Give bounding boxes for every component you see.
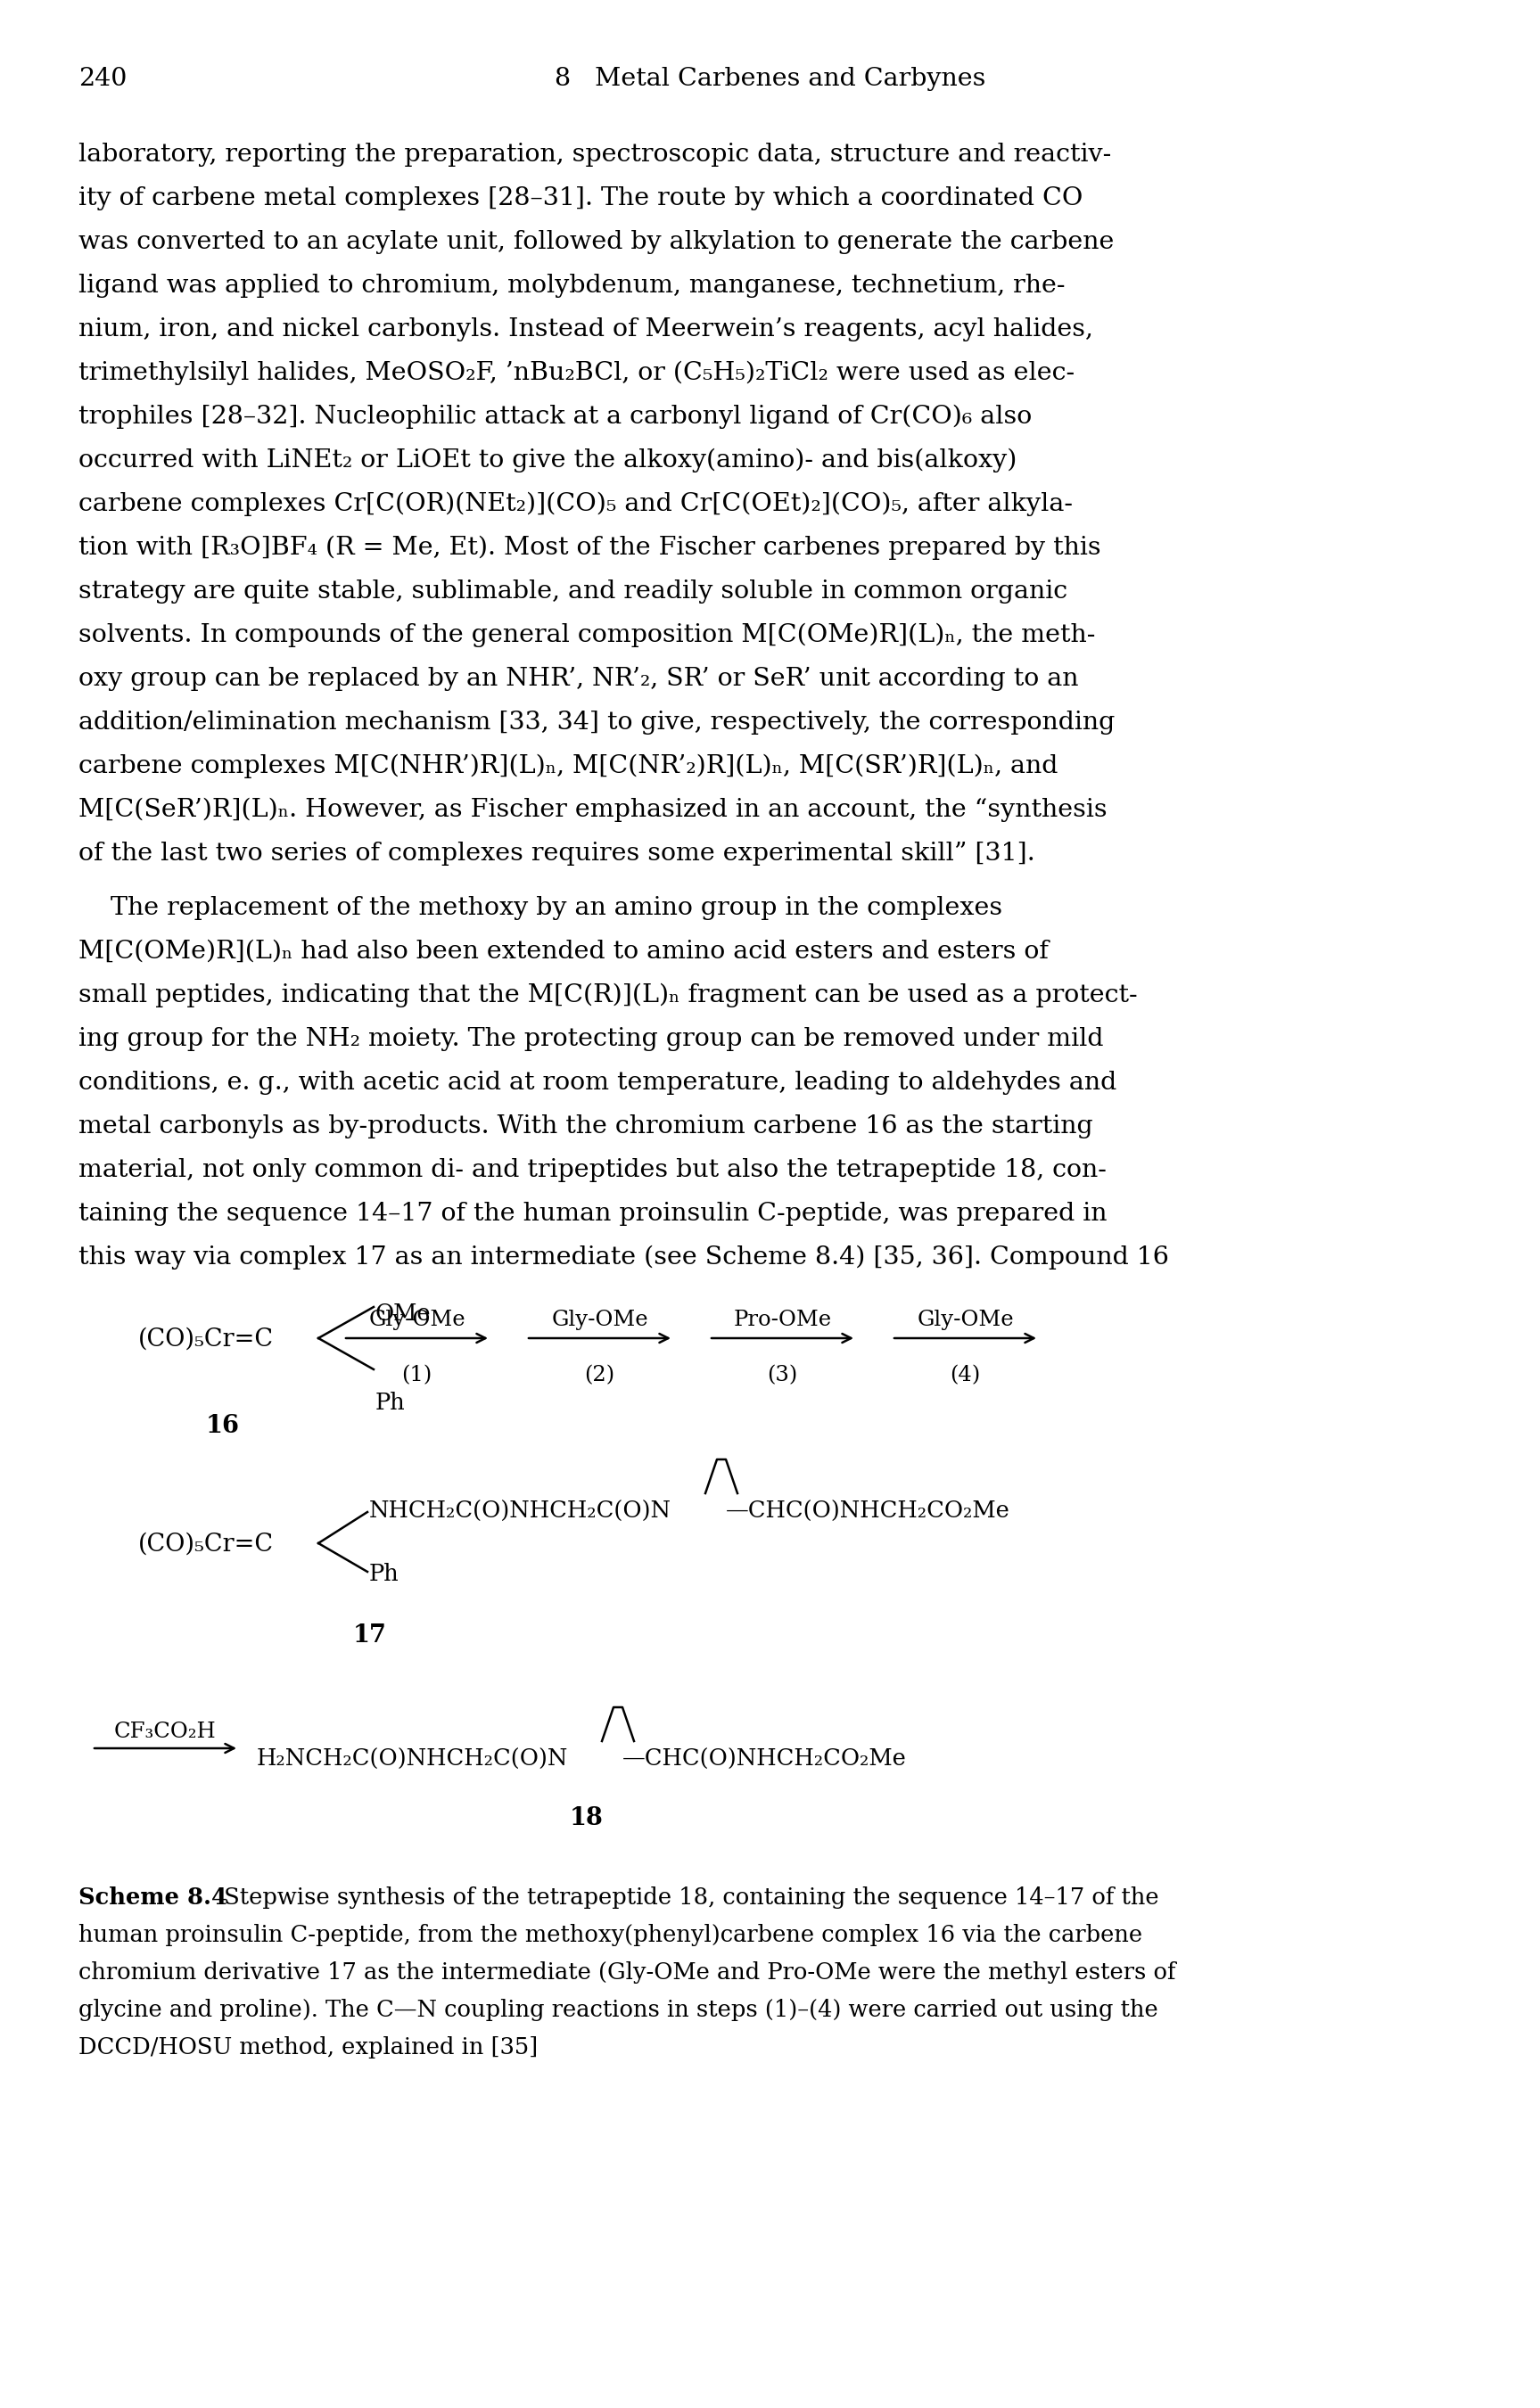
- Text: was converted to an acylate unit, followed by alkylation to generate the carbene: was converted to an acylate unit, follow…: [79, 231, 1113, 255]
- Text: Scheme 8.4: Scheme 8.4: [79, 1885, 228, 1910]
- Text: Gly-OMe: Gly-OMe: [368, 1310, 465, 1329]
- Text: Ph: Ph: [370, 1563, 399, 1584]
- Text: Gly-OMe: Gly-OMe: [551, 1310, 648, 1329]
- Text: strategy are quite stable, sublimable, and readily soluble in common organic: strategy are quite stable, sublimable, a…: [79, 580, 1067, 604]
- Text: conditions, e. g., with acetic acid at room temperature, leading to aldehydes an: conditions, e. g., with acetic acid at r…: [79, 1072, 1116, 1096]
- Text: —CHC(O)NHCH₂CO₂Me: —CHC(O)NHCH₂CO₂Me: [622, 1748, 907, 1770]
- Text: Ph: Ph: [376, 1392, 405, 1413]
- Text: oxy group can be replaced by an NHR’, NR’₂, SR’ or SeR’ unit according to an: oxy group can be replaced by an NHR’, NR…: [79, 667, 1078, 691]
- Text: chromium derivative 17 as the intermediate (Gly-OMe and Pro-OMe were the methyl : chromium derivative 17 as the intermedia…: [79, 1963, 1175, 1984]
- Text: occurred with LiNEt₂ or LiOEt to give the alkoxy(amino)- and bis(alkoxy): occurred with LiNEt₂ or LiOEt to give th…: [79, 448, 1016, 472]
- Text: (CO)₅Cr=C: (CO)₅Cr=C: [139, 1327, 274, 1351]
- Text: (1): (1): [402, 1365, 433, 1385]
- Text: Stepwise synthesis of the tetrapeptide 18, containing the sequence 14–17 of the: Stepwise synthesis of the tetrapeptide 1…: [217, 1885, 1160, 1910]
- Text: 8   Metal Carbenes and Carbynes: 8 Metal Carbenes and Carbynes: [554, 67, 986, 92]
- Text: this way via complex 17 as an intermediate (see Scheme 8.4) [35, 36]. Compound 1: this way via complex 17 as an intermedia…: [79, 1245, 1169, 1269]
- Text: CF₃CO₂H: CF₃CO₂H: [114, 1722, 217, 1741]
- Text: ligand was applied to chromium, molybdenum, manganese, technetium, rhe-: ligand was applied to chromium, molybden…: [79, 275, 1066, 299]
- Text: glycine and proline). The C—N coupling reactions in steps (1)–(4) were carried o: glycine and proline). The C—N coupling r…: [79, 1999, 1158, 2020]
- Text: addition/elimination mechanism [33, 34] to give, respectively, the corresponding: addition/elimination mechanism [33, 34] …: [79, 710, 1115, 734]
- Text: taining the sequence 14–17 of the human proinsulin C-peptide, was prepared in: taining the sequence 14–17 of the human …: [79, 1202, 1107, 1226]
- Text: 17: 17: [353, 1623, 387, 1647]
- Text: of the last two series of complexes requires some experimental skill” [31].: of the last two series of complexes requ…: [79, 843, 1035, 864]
- Text: H₂NCH₂C(O)NHCH₂C(O)N: H₂NCH₂C(O)NHCH₂C(O)N: [257, 1748, 568, 1770]
- Text: solvents. In compounds of the general composition M[C(OMe)R](L)ₙ, the meth-: solvents. In compounds of the general co…: [79, 624, 1095, 648]
- Text: nium, iron, and nickel carbonyls. Instead of Meerwein’s reagents, acyl halides,: nium, iron, and nickel carbonyls. Instea…: [79, 318, 1093, 342]
- Text: ity of carbene metal complexes [28–31]. The route by which a coordinated CO: ity of carbene metal complexes [28–31]. …: [79, 185, 1083, 209]
- Text: OMe: OMe: [376, 1303, 431, 1324]
- Text: human proinsulin C-peptide, from the methoxy(phenyl)carbene complex 16 via the c: human proinsulin C-peptide, from the met…: [79, 1924, 1143, 1946]
- Text: DCCD/HOSU method, explained in [35]: DCCD/HOSU method, explained in [35]: [79, 2037, 537, 2059]
- Text: (CO)₅Cr=C: (CO)₅Cr=C: [139, 1531, 274, 1556]
- Text: carbene complexes Cr[C(OR)(NEt₂)](CO)₅ and Cr[C(OEt)₂](CO)₅, after alkyla-: carbene complexes Cr[C(OR)(NEt₂)](CO)₅ a…: [79, 491, 1073, 515]
- Text: tion with [R₃O]BF₄ (R = Me, Et). Most of the Fischer carbenes prepared by this: tion with [R₃O]BF₄ (R = Me, Et). Most of…: [79, 537, 1101, 561]
- Text: (2): (2): [585, 1365, 614, 1385]
- Text: small peptides, indicating that the M[C(R)](L)ₙ fragment can be used as a protec: small peptides, indicating that the M[C(…: [79, 982, 1138, 1007]
- Text: laboratory, reporting the preparation, spectroscopic data, structure and reactiv: laboratory, reporting the preparation, s…: [79, 142, 1112, 166]
- Text: ing group for the NH₂ moiety. The protecting group can be removed under mild: ing group for the NH₂ moiety. The protec…: [79, 1028, 1104, 1052]
- Text: M[C(SeR’)R](L)ₙ. However, as Fischer emphasized in an account, the “synthesis: M[C(SeR’)R](L)ₙ. However, as Fischer emp…: [79, 797, 1107, 821]
- Text: carbene complexes M[C(NHR’)R](L)ₙ, M[C(NR’₂)R](L)ₙ, M[C(SR’)R](L)ₙ, and: carbene complexes M[C(NHR’)R](L)ₙ, M[C(N…: [79, 754, 1058, 778]
- Text: trophiles [28–32]. Nucleophilic attack at a carbonyl ligand of Cr(CO)₆ also: trophiles [28–32]. Nucleophilic attack a…: [79, 405, 1032, 429]
- Text: M[C(OMe)R](L)ₙ had also been extended to amino acid esters and esters of: M[C(OMe)R](L)ₙ had also been extended to…: [79, 939, 1049, 963]
- Text: —CHC(O)NHCH₂CO₂Me: —CHC(O)NHCH₂CO₂Me: [725, 1500, 1010, 1522]
- Text: Pro-OMe: Pro-OMe: [733, 1310, 832, 1329]
- Text: NHCH₂C(O)NHCH₂C(O)N: NHCH₂C(O)NHCH₂C(O)N: [370, 1500, 671, 1522]
- Text: material, not only common di- and tripeptides but also the tetrapeptide 18, con-: material, not only common di- and tripep…: [79, 1158, 1107, 1182]
- Text: metal carbonyls as by-products. With the chromium carbene 16 as the starting: metal carbonyls as by-products. With the…: [79, 1115, 1093, 1139]
- Text: trimethylsilyl halides, MeOSO₂F, ’nBu₂BCl, or (C₅H₅)₂TiCl₂ were used as elec-: trimethylsilyl halides, MeOSO₂F, ’nBu₂BC…: [79, 361, 1075, 385]
- Text: (4): (4): [950, 1365, 981, 1385]
- Text: 18: 18: [570, 1806, 604, 1830]
- Text: The replacement of the methoxy by an amino group in the complexes: The replacement of the methoxy by an ami…: [79, 896, 1003, 920]
- Text: (3): (3): [767, 1365, 798, 1385]
- Text: Gly-OMe: Gly-OMe: [916, 1310, 1013, 1329]
- Text: 240: 240: [79, 67, 126, 92]
- Text: 16: 16: [206, 1413, 240, 1438]
